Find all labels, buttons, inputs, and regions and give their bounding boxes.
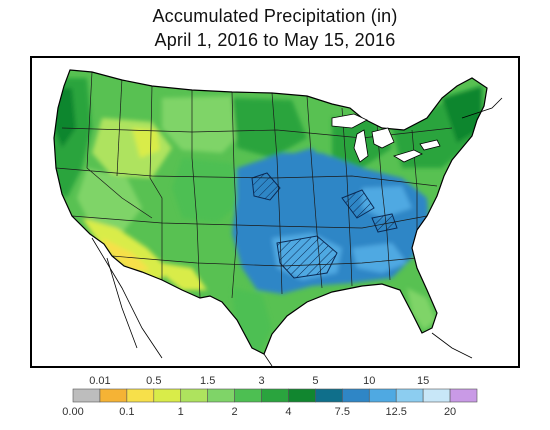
precipitation-map <box>30 56 520 368</box>
legend-swatch <box>449 388 478 403</box>
great-lakes <box>331 113 441 163</box>
legend-swatch <box>72 388 101 403</box>
legend-swatch <box>126 388 155 403</box>
map-date-range: April 1, 2016 to May 15, 2016 <box>154 30 396 50</box>
us-map <box>53 69 503 366</box>
legend-swatch <box>422 388 451 403</box>
legend-swatch <box>99 388 128 403</box>
legend-top-label: 0.5 <box>146 375 161 387</box>
legend-swatch <box>180 388 208 403</box>
legend-swatch <box>315 388 343 403</box>
legend-swatch <box>342 388 370 403</box>
legend-bottom-label: 7.5 <box>335 406 350 418</box>
legend-top-label: 15 <box>417 375 429 387</box>
map-title: Accumulated Precipitation (in) <box>152 6 398 26</box>
legend-top-label: 1.5 <box>200 375 215 387</box>
legend-bottom-label: 12.5 <box>385 406 406 418</box>
precip-field <box>54 70 487 354</box>
legend-colorbar: 0.01 0.5 1.5 3 5 10 15 0.00 0.1 1 2 4 7.5 12.5 20 <box>62 375 478 418</box>
legend-bottom-label: 0.1 <box>119 406 134 418</box>
legend-bottom-label: 2 <box>232 406 238 418</box>
legend-bottom-label: 20 <box>444 406 456 418</box>
legend-top-label: 5 <box>312 375 318 387</box>
legend-swatch <box>288 388 316 403</box>
legend-swatch <box>153 388 182 403</box>
legend-swatch <box>261 388 289 403</box>
legend-top-label: 3 <box>258 375 264 387</box>
state-boundaries <box>55 71 453 299</box>
legend-top-label: 0.01 <box>89 375 110 387</box>
legend-top-label: 10 <box>363 375 375 387</box>
border-outlines <box>91 97 503 366</box>
legend-bottom-label: 0.00 <box>62 406 83 418</box>
legend-swatch <box>368 388 397 403</box>
legend-swatch <box>234 388 262 403</box>
legend-swatch <box>207 388 235 403</box>
legend-bottom-label: 4 <box>285 406 291 418</box>
precip-legend: 0.01 0.5 1.5 3 5 10 15 0.00 0.1 1 2 4 7.5 12.5 20 <box>0 372 550 425</box>
legend-bottom-label: 1 <box>178 406 184 418</box>
legend-swatch <box>395 388 424 403</box>
